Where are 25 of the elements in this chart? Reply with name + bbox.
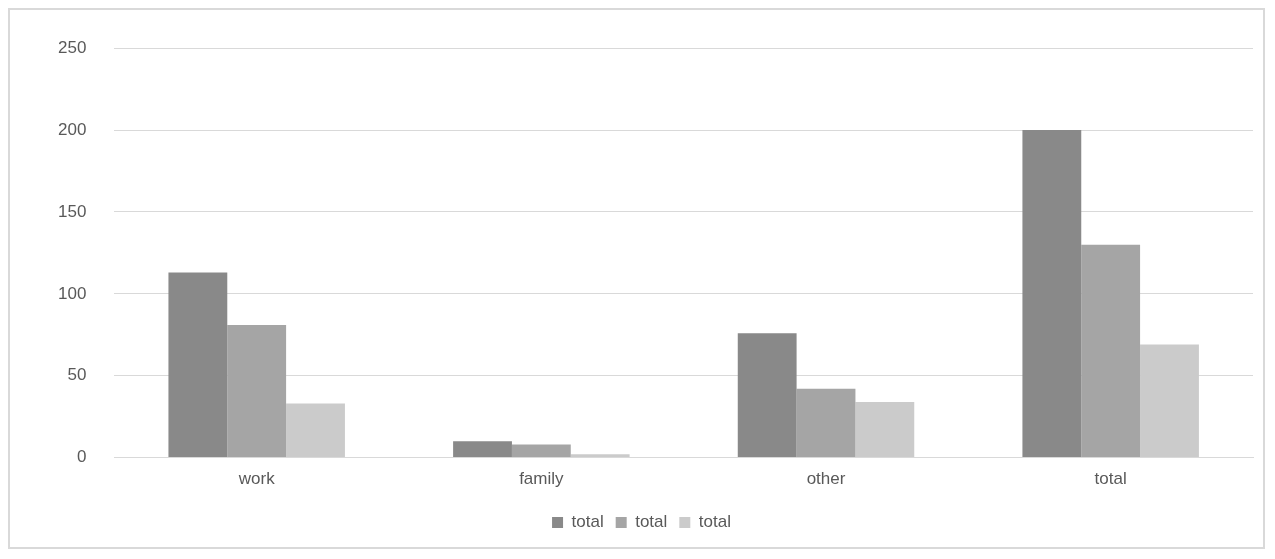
y-tick-label: 0 bbox=[76, 447, 87, 467]
x-tick-label: total bbox=[1094, 469, 1127, 489]
bar bbox=[1140, 344, 1199, 458]
bar bbox=[1022, 130, 1082, 458]
y-tick-label: 250 bbox=[57, 37, 87, 57]
y-tick-label: 200 bbox=[57, 119, 87, 139]
x-tick-label: family bbox=[519, 469, 565, 489]
x-tick-label: other bbox=[806, 469, 846, 489]
bar bbox=[453, 441, 512, 458]
legend-label: total bbox=[571, 512, 604, 532]
bar bbox=[286, 403, 345, 458]
bar bbox=[227, 324, 287, 458]
bar bbox=[796, 388, 856, 458]
bar bbox=[855, 401, 915, 458]
y-tick-label: 150 bbox=[57, 201, 87, 221]
legend-label: total bbox=[698, 512, 731, 532]
y-tick-label: 50 bbox=[67, 365, 87, 385]
legend-label: total bbox=[635, 512, 668, 532]
bar bbox=[737, 333, 797, 458]
bar bbox=[570, 454, 630, 458]
bar bbox=[168, 272, 228, 458]
bar bbox=[511, 444, 571, 458]
x-tick-label: work bbox=[237, 469, 276, 489]
y-tick-label: 100 bbox=[57, 283, 87, 303]
bar bbox=[1081, 244, 1141, 458]
